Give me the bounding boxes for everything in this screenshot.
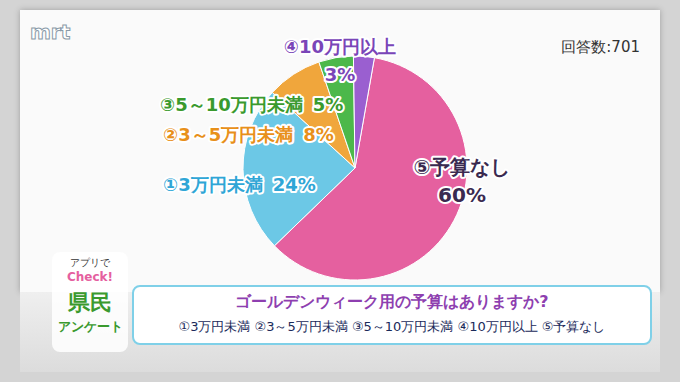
svg-text:④10万円以上: ④10万円以上 — [284, 36, 396, 57]
svg-text:3%: 3% — [325, 64, 356, 85]
svg-text:60%: 60% — [438, 183, 486, 207]
html-text:mrt: mrt — [30, 20, 71, 44]
html-text:アプリで: アプリで — [70, 257, 110, 268]
html-text:回答数:701: 回答数:701 — [561, 38, 640, 56]
html-text:Check!: Check! — [67, 270, 113, 284]
svg-text:⑤予算なし: ⑤予算なし — [414, 155, 511, 179]
svg-text:①3万円未満24%: ①3万円未満24% — [163, 174, 316, 195]
html-text:県民: 県民 — [68, 290, 112, 315]
html-text:ゴールデンウィーク用の予算はありますか?: ゴールデンウィーク用の予算はありますか? — [235, 292, 549, 311]
html-text:①3万円未満 ②3～5万円未満 ③5～10万円未満 ④10万: ①3万円未満 ②3～5万円未満 ③5～10万円未満 ④10万円以上 ⑤予算なし — [178, 319, 606, 334]
svg-text:②3～5万円未満8%: ②3～5万円未満8% — [163, 124, 334, 145]
html-text:アンケート: アンケート — [57, 319, 123, 334]
svg-text:③5～10万円未満5%: ③5～10万円未満5% — [160, 94, 343, 115]
